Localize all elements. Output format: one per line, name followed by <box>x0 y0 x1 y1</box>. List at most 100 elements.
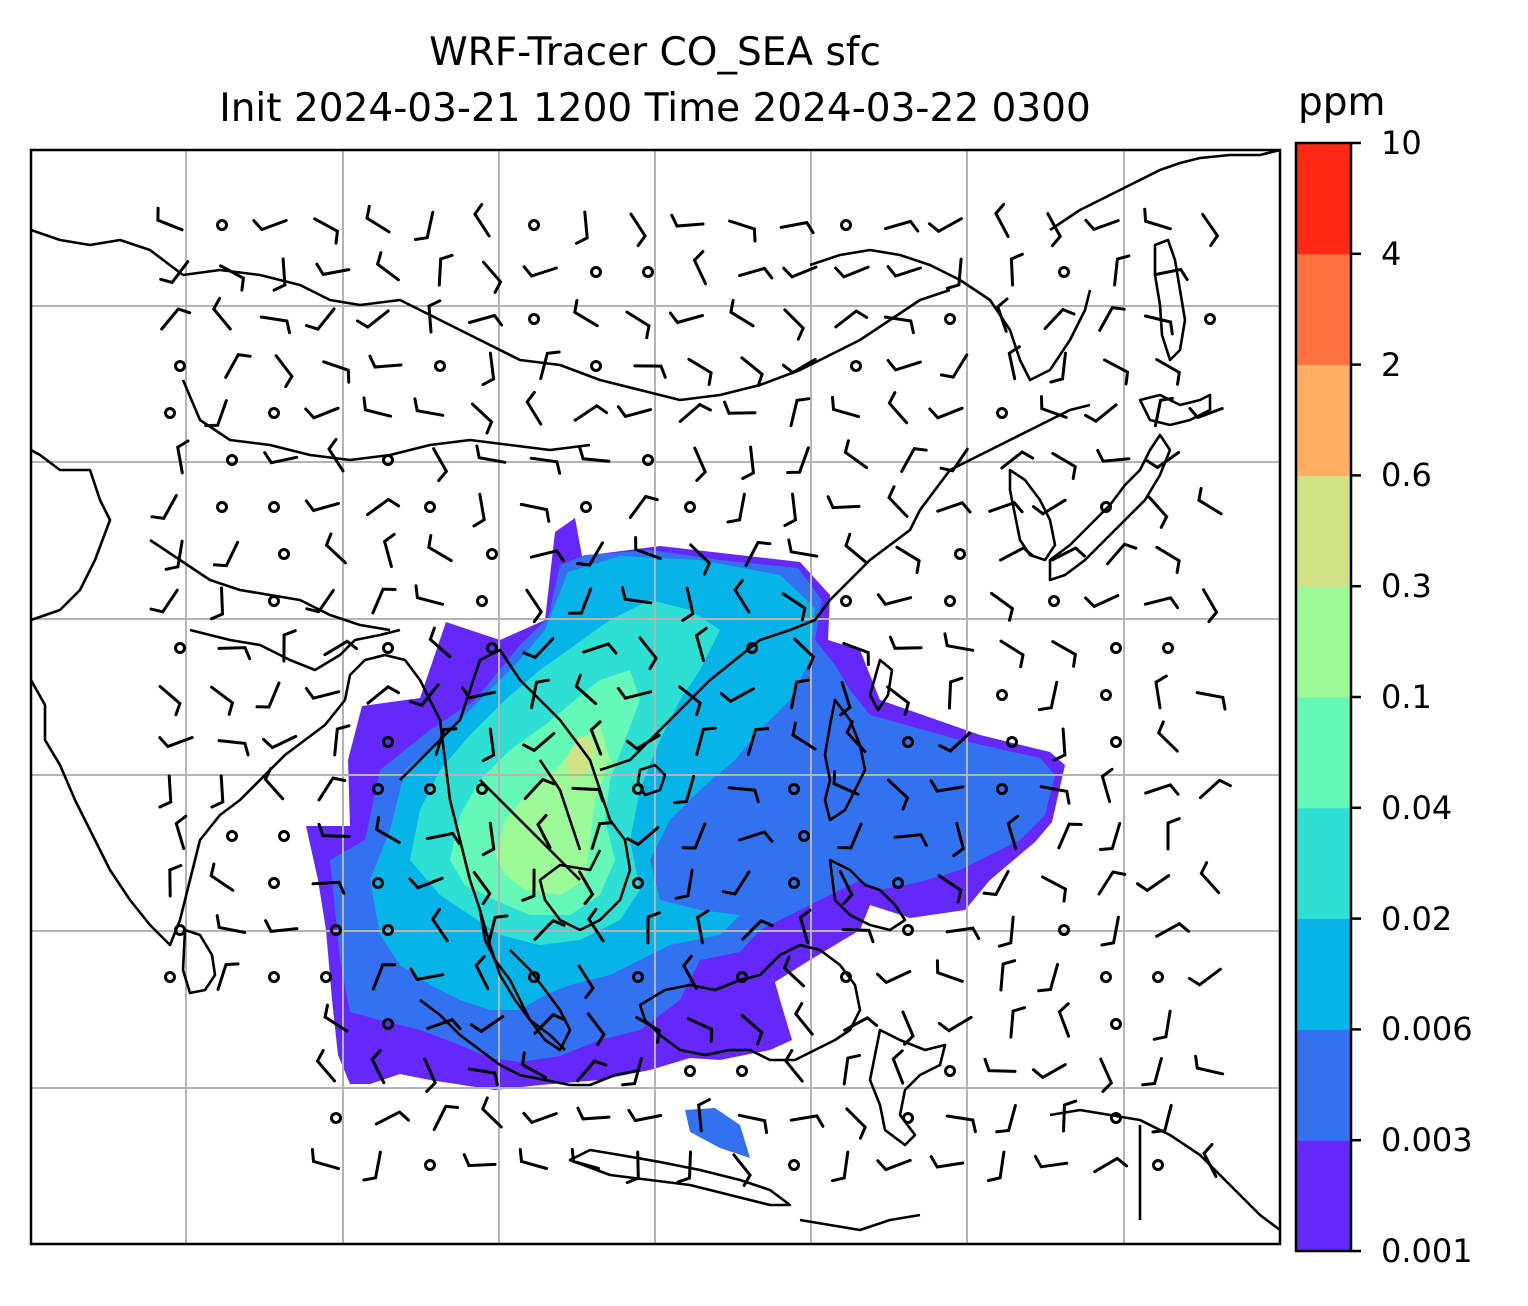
wind-barb <box>366 684 400 705</box>
wind-barb <box>1106 542 1138 566</box>
wind-barb <box>432 1104 460 1132</box>
wind-barb-calm <box>1110 736 1122 748</box>
wind-barb <box>741 919 774 941</box>
wind-barb <box>149 588 179 614</box>
wind-barb <box>693 446 707 482</box>
wind-barb <box>252 219 288 232</box>
wind-barb <box>729 298 755 328</box>
wind-barb <box>843 1015 879 1032</box>
wind-barb-calm <box>424 1159 436 1171</box>
wind-barb-calm <box>902 736 914 748</box>
wind-barb <box>176 439 190 475</box>
wind-barb <box>625 1150 640 1185</box>
wind-barb <box>844 532 868 564</box>
wind-barb <box>936 501 972 514</box>
colorbar-tick-label: 0.1 <box>1381 678 1432 716</box>
wind-barb <box>999 546 1035 562</box>
wind-barb <box>791 721 817 751</box>
wind-barb <box>409 967 445 981</box>
wind-barb <box>582 642 618 655</box>
wind-barb <box>895 545 921 575</box>
border-china-central <box>181 379 591 462</box>
wind-barb <box>616 686 653 700</box>
wind-barb <box>738 830 774 843</box>
wind-barb <box>426 1017 462 1031</box>
wind-barb <box>876 593 913 607</box>
wind-barb <box>1135 874 1171 893</box>
wind-barb <box>209 862 235 892</box>
wind-barb-calm <box>174 360 186 372</box>
wind-barb <box>1153 396 1174 428</box>
wind-barb <box>687 357 713 386</box>
wind-barb-calm <box>1162 642 1174 654</box>
coastline-philippines-mindanao <box>828 858 907 932</box>
wind-barb <box>156 206 184 232</box>
wind-barb-calm <box>486 642 498 654</box>
wind-barb <box>313 217 340 245</box>
wind-barb <box>783 492 798 527</box>
wind-barb <box>475 444 507 464</box>
colorbar-bin-0 <box>1296 1140 1351 1252</box>
wind-barb <box>160 307 192 331</box>
wind-barb <box>474 955 490 991</box>
wind-barb <box>159 260 190 285</box>
coastline-lesser-sunda <box>799 1213 921 1232</box>
map-plot-area <box>31 150 1280 1244</box>
wind-barb <box>311 880 346 895</box>
wind-barb <box>1040 395 1068 419</box>
wind-barb <box>310 1148 340 1171</box>
wind-barb <box>356 309 390 329</box>
colorbar <box>1296 141 1361 1253</box>
wind-barb-calm <box>902 924 914 936</box>
wind-barb <box>272 257 287 292</box>
wind-barb <box>681 586 695 622</box>
wind-barb <box>215 914 247 934</box>
wind-barb-calm <box>1058 924 1070 936</box>
wind-barb-calm <box>850 360 862 372</box>
wind-barb <box>1041 875 1068 903</box>
wind-barb <box>525 390 543 426</box>
colorbar-tick-label: 0.006 <box>1381 1010 1473 1049</box>
wind-barb-calm <box>1204 313 1216 325</box>
wind-barb-calm <box>892 877 904 889</box>
colorbar-tick-label: 4 <box>1381 234 1402 273</box>
wind-barb <box>1153 267 1189 281</box>
wind-barb <box>1000 450 1035 470</box>
wind-barb <box>887 391 909 425</box>
wind-barb <box>1099 1057 1114 1093</box>
wind-barb <box>323 639 359 657</box>
wind-barb-calm <box>164 971 176 983</box>
wind-barb <box>1198 778 1232 800</box>
wind-barb <box>1009 252 1024 287</box>
wind-barb <box>522 1111 558 1125</box>
coastline-philippines-luzon <box>823 698 867 822</box>
wind-barb <box>571 786 605 803</box>
wind-barb <box>262 734 298 750</box>
wind-barb-calm <box>788 783 800 795</box>
wind-barb <box>578 870 595 906</box>
wind-barb <box>1006 814 1020 850</box>
wind-barb-calm <box>278 830 290 842</box>
wind-barb-calm <box>268 877 280 889</box>
wind-barb <box>323 1003 349 1033</box>
border-china-mongolia <box>182 268 951 402</box>
wind-barb <box>744 540 772 567</box>
wind-barb <box>689 543 712 576</box>
wind-barb <box>590 821 614 850</box>
wind-barb <box>434 727 458 756</box>
wind-barb <box>646 911 661 945</box>
tracer-level-7 <box>565 735 595 780</box>
wind-barb <box>324 532 347 565</box>
wind-barb <box>481 821 496 857</box>
wind-barb <box>786 446 810 474</box>
wind-barb <box>315 262 351 277</box>
wind-barb <box>481 727 496 763</box>
wind-barb <box>425 831 461 845</box>
wind-barb <box>678 685 702 717</box>
wind-barb <box>1031 1063 1067 1080</box>
wind-barb <box>935 959 964 983</box>
wind-barb <box>204 399 228 428</box>
wind-barb <box>567 587 593 615</box>
wind-barb <box>1145 451 1181 470</box>
